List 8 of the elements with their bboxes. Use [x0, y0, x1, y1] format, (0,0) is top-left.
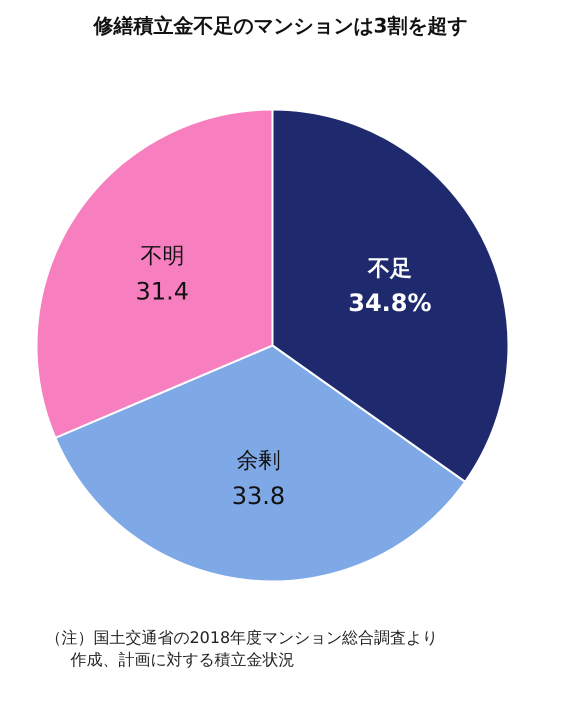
slice-label: 余剰 — [236, 448, 280, 474]
data-label: 31.4 — [136, 278, 189, 306]
data-label: 34.8% — [348, 288, 432, 317]
chart-title: 修繕積立金不足のマンションは3割を超す — [92, 14, 468, 38]
data-label: 33.8 — [232, 482, 286, 510]
slice-label: 不明 — [140, 244, 184, 270]
text: （注）国土交通省の2018年度マンション総合調査より作成、計画に対する積立金状況 — [46, 628, 438, 669]
slice-label: 不足 — [366, 256, 412, 282]
